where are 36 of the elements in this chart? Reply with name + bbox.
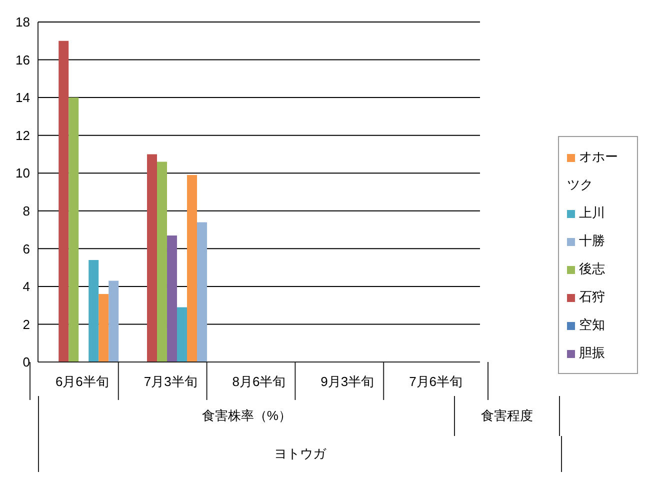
bar: [147, 154, 158, 362]
y-tick-label: 18: [16, 14, 30, 30]
bar: [157, 162, 168, 362]
y-tick-label: 6: [22, 241, 30, 256]
y-tick-label: 0: [22, 354, 30, 370]
legend-label: 十勝: [579, 233, 605, 248]
bar: [68, 98, 79, 362]
text: ヨトウガ: [38, 436, 562, 472]
bar: [58, 40, 69, 362]
bar: [177, 307, 188, 362]
y-tick-label: 14: [16, 90, 30, 106]
legend-label: オホーツク: [567, 149, 618, 192]
bar: [197, 222, 208, 362]
bar: [108, 280, 119, 362]
text: 食害程度: [454, 396, 560, 436]
x-tick-label: 8月6半旬: [232, 374, 286, 389]
bar: [88, 260, 99, 362]
bar: [98, 294, 109, 362]
x-tick-label: 7月3半旬: [144, 374, 198, 389]
legend-label: 空知: [579, 317, 605, 332]
y-tick-label: 8: [22, 204, 30, 219]
y-tick-label: 4: [22, 279, 30, 294]
y-tick-label: 10: [16, 166, 30, 181]
bar: [167, 235, 178, 362]
legend-label: 石狩: [579, 289, 605, 304]
x-tick-label: 9月3半旬: [320, 374, 374, 389]
legend-label: 上川: [579, 205, 605, 220]
legend-label: 後志: [579, 261, 605, 276]
legend-label: 胆振: [579, 345, 605, 360]
bar: [187, 175, 198, 362]
text: 食害株率（%）: [38, 396, 454, 436]
y-tick-label: 12: [16, 128, 30, 143]
y-tick-label: 16: [16, 52, 30, 68]
x-tick-label: 6月6半旬: [55, 374, 109, 389]
y-tick-label: 2: [22, 316, 30, 332]
x-tick-label: 7月6半旬: [409, 374, 463, 389]
